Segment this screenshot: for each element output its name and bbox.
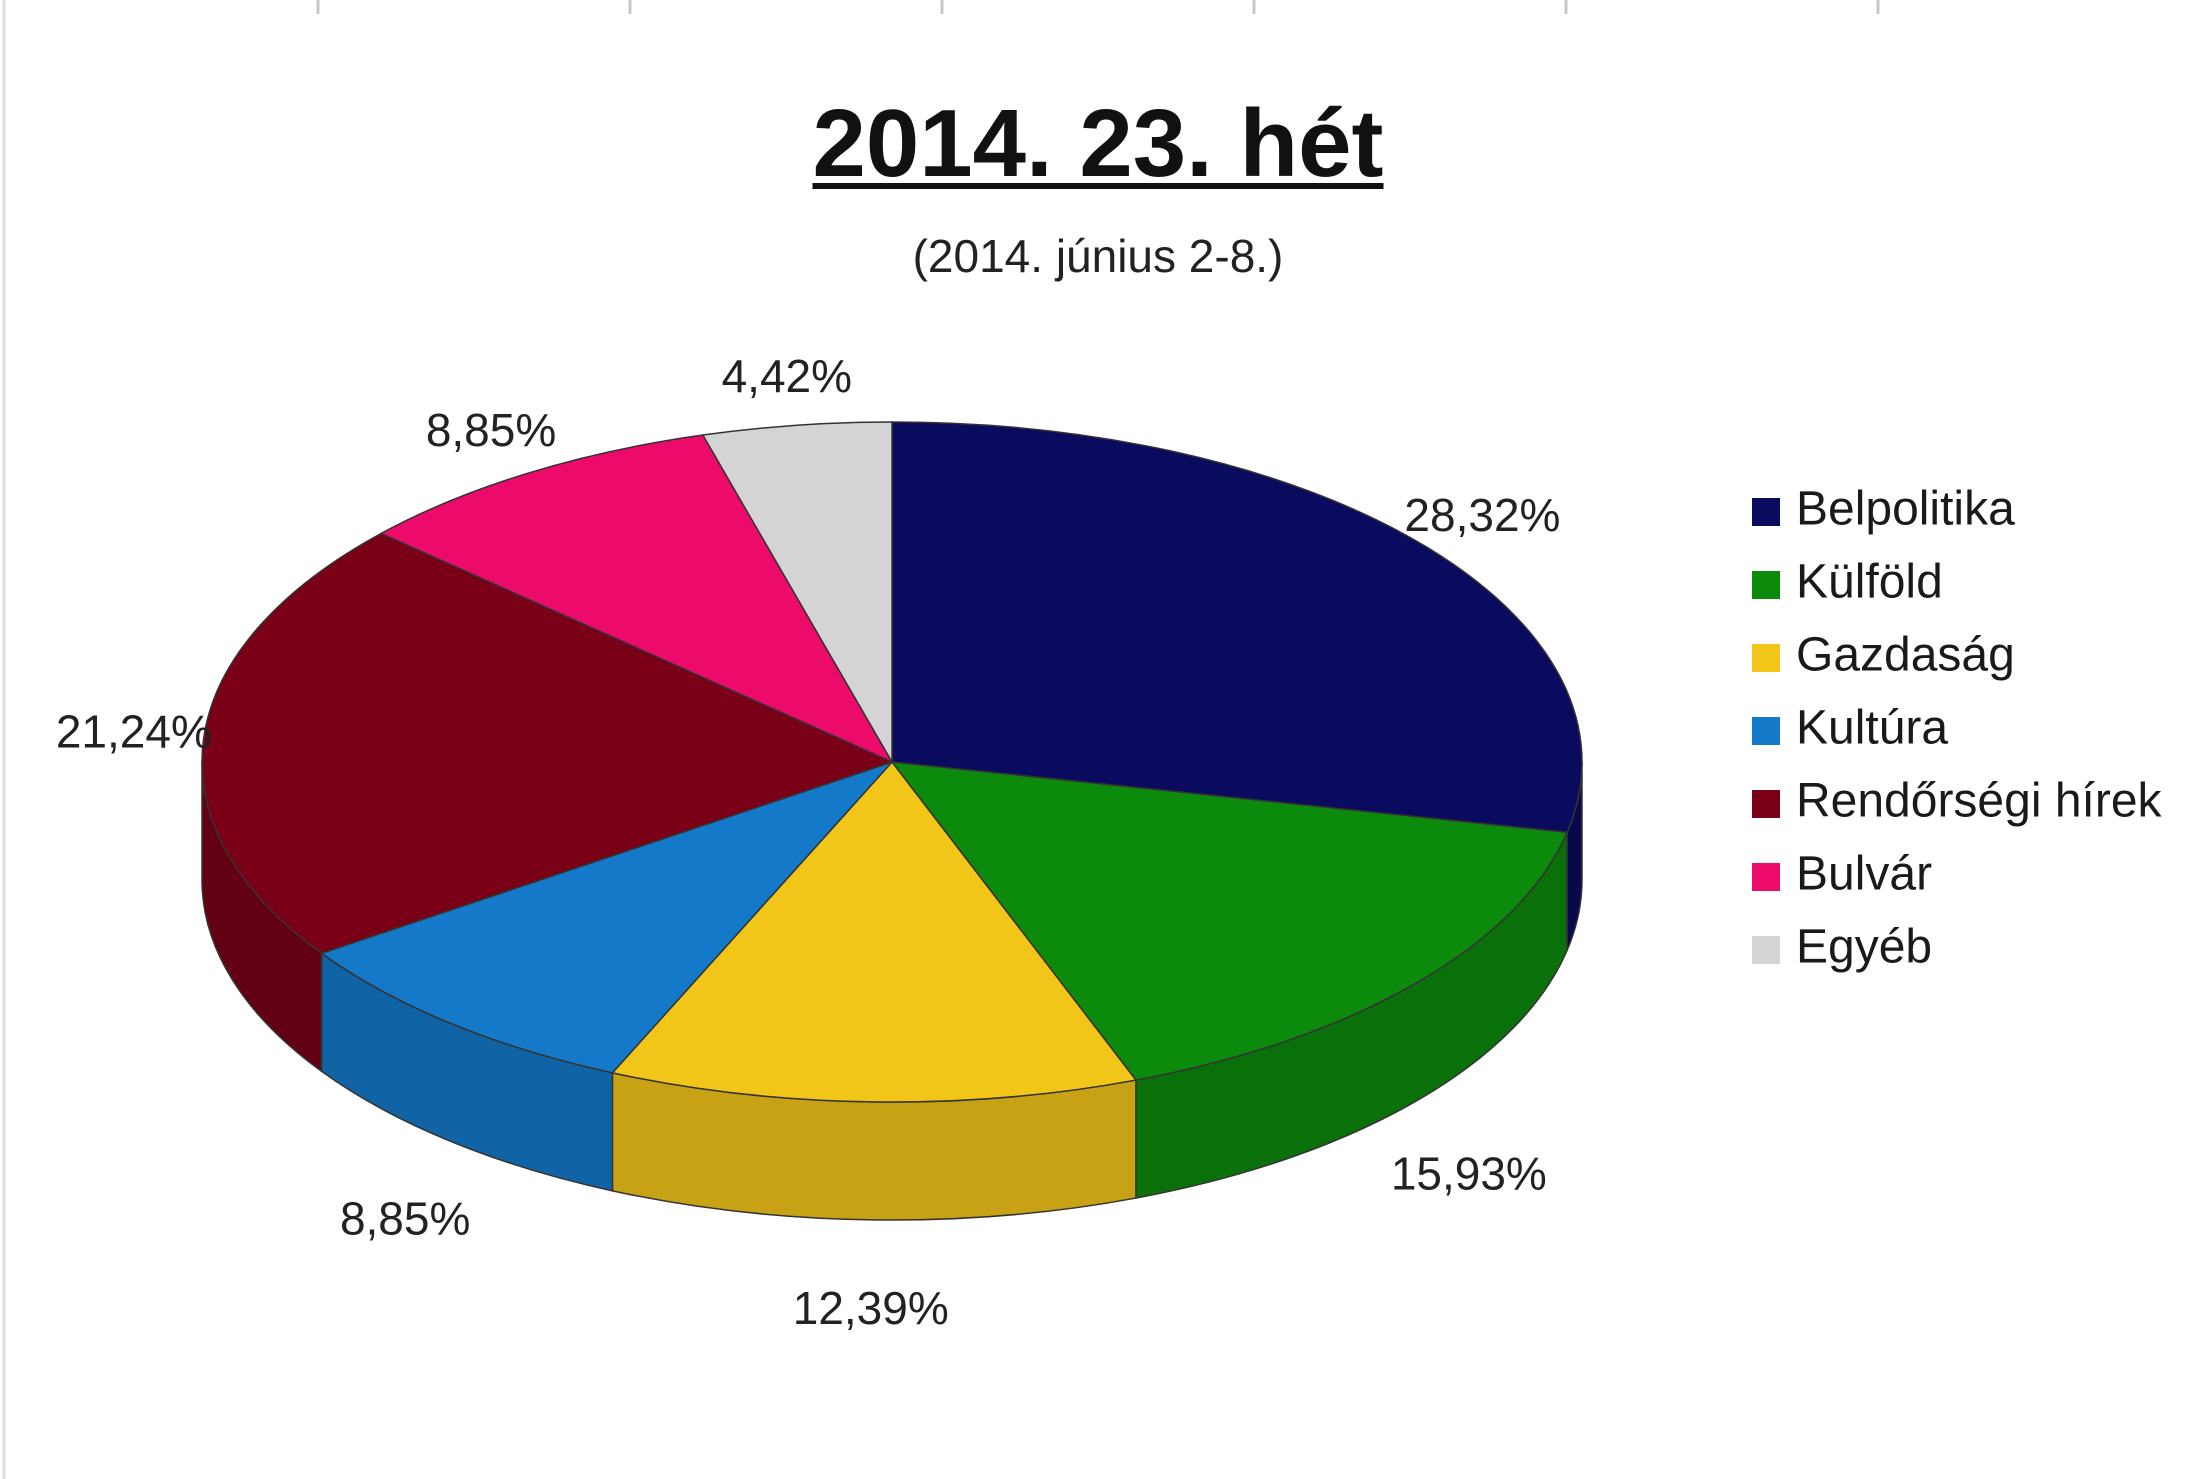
- pie-value-label: 28,32%: [1404, 489, 1560, 541]
- chart-subtitle: (2014. június 2-8.): [913, 230, 1284, 282]
- pie-value-label: 8,85%: [340, 1193, 470, 1245]
- pie-value-label: 21,24%: [56, 705, 212, 757]
- pie-value-label: 4,42%: [722, 350, 852, 402]
- legend-swatch: [1752, 571, 1780, 599]
- pie-slice-1: [891, 421, 1583, 834]
- pie-slice-7: [702, 421, 893, 763]
- chart-title: 2014. 23. hét: [812, 90, 1383, 197]
- legend-label: Gazdaság: [1796, 629, 2015, 682]
- pie-sides: [201, 761, 1583, 1221]
- pie-top: [201, 421, 1583, 1103]
- legend-label: Rendőrségi hírek: [1796, 775, 2163, 828]
- legend: Belpolitika Külföld Gazdaság Kultúra Rendőrs…: [1752, 483, 2163, 974]
- pie-slice-4: [320, 761, 893, 1074]
- pie-value-labels: 28,32% 15,93% 12,39% 8,85% 21,24% 8,85% 4,42%: [56, 350, 1561, 1334]
- legend-label: Kultúra: [1796, 702, 1948, 755]
- legend-label: Bulvár: [1796, 848, 1932, 901]
- legend-swatch: [1752, 644, 1780, 672]
- legend-swatch: [1752, 936, 1780, 964]
- legend-label: Külföld: [1796, 556, 1943, 609]
- pie-value-label: 12,39%: [793, 1282, 949, 1334]
- legend-swatch: [1752, 863, 1780, 891]
- legend-swatch: [1752, 717, 1780, 745]
- pie-slice-6: [380, 434, 893, 763]
- legend-label: Egyéb: [1796, 921, 1932, 974]
- pie-slice-2: [891, 761, 1568, 1081]
- legend-swatch: [1752, 498, 1780, 526]
- pie-slice-3: [611, 761, 1137, 1103]
- legend-swatch: [1752, 790, 1780, 818]
- pie-value-label: 15,93%: [1391, 1147, 1547, 1199]
- frame-decoration: [2, 0, 1880, 1479]
- pie-value-label: 8,85%: [426, 404, 556, 456]
- legend-label: Belpolitika: [1796, 483, 2015, 536]
- pie-slice-5: [201, 532, 893, 955]
